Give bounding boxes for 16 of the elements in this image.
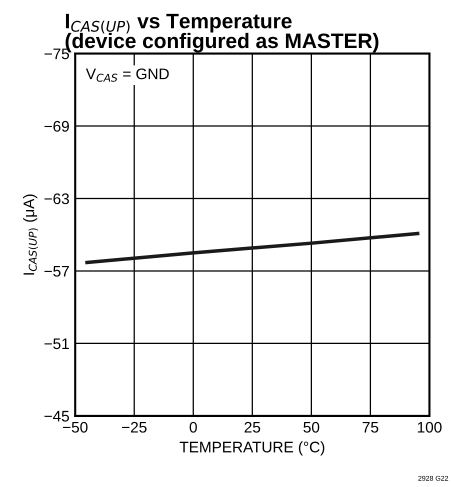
y-axis-title: I$_{CAS(UP)}$ (μA) [23, 194, 38, 275]
y-tick-label: −69 [44, 120, 69, 132]
x-tick-label: 25 [244, 422, 260, 433]
y-tick-label: −45 [44, 410, 69, 422]
x-tick-label: 75 [362, 422, 378, 433]
y-tick-label: −57 [44, 266, 69, 277]
y-tick-label: −63 [44, 193, 69, 204]
x-tick-label: −25 [122, 422, 147, 433]
x-tick-label: 0 [190, 422, 197, 433]
x-tick-label: 100 [418, 422, 442, 433]
line-series [85, 232, 420, 264]
y-tick-label: −51 [44, 338, 69, 350]
x-tick-label: −50 [62, 422, 88, 433]
x-axis-title: TEMPERATURE (°C) [180, 441, 324, 456]
annotation: V$_{CAS}$ = GND [86, 68, 169, 82]
x-tick-label: 50 [303, 422, 320, 433]
